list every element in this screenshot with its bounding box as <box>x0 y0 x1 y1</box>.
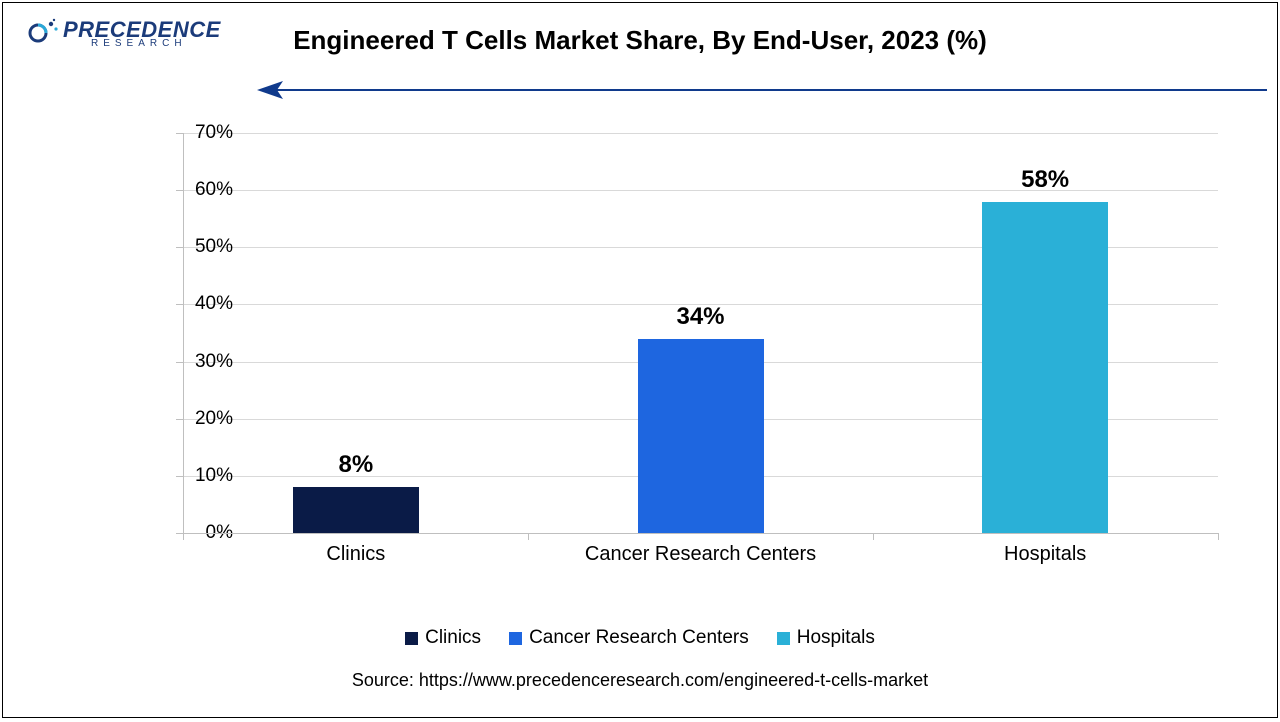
legend-swatch <box>509 632 522 645</box>
chart-frame: PRECEDENCE RESEARCH Engineered T Cells M… <box>2 2 1278 718</box>
bar-value-label: 58% <box>945 166 1145 194</box>
chart-area: 0%10%20%30%40%50%60%70%8%Clinics34%Cance… <box>123 133 1223 553</box>
y-tick-label: 40% <box>177 293 233 315</box>
y-axis-line <box>183 133 184 533</box>
legend-swatch <box>405 632 418 645</box>
legend-label: Hospitals <box>797 627 875 649</box>
legend-item: Clinics <box>405 627 481 649</box>
decorative-arrow-line <box>271 89 1267 91</box>
bar-value-label: 8% <box>256 451 456 479</box>
source-text: Source: https://www.precedenceresearch.c… <box>3 670 1277 691</box>
x-category-label: Hospitals <box>1004 543 1086 566</box>
chart-title: Engineered T Cells Market Share, By End-… <box>3 25 1277 56</box>
y-tick-label: 20% <box>177 408 233 430</box>
legend: Clinics Cancer Research Centers Hospitals <box>3 627 1277 649</box>
y-tick-label: 60% <box>177 179 233 201</box>
y-tick-label: 30% <box>177 351 233 373</box>
x-category-label: Cancer Research Centers <box>585 543 816 566</box>
arrow-left-icon <box>257 79 289 106</box>
x-category-label: Clinics <box>326 543 385 566</box>
bar <box>982 202 1108 533</box>
legend-swatch <box>777 632 790 645</box>
grid-line <box>183 133 1218 134</box>
bar <box>638 339 764 533</box>
legend-label: Cancer Research Centers <box>529 627 749 649</box>
bar-value-label: 34% <box>601 303 801 331</box>
x-separator-tick <box>873 533 874 540</box>
x-separator-tick <box>183 533 184 540</box>
x-separator-tick <box>528 533 529 540</box>
x-axis-line <box>183 533 1218 534</box>
y-tick-label: 70% <box>177 122 233 144</box>
y-tick-label: 10% <box>177 465 233 487</box>
bar <box>293 487 419 533</box>
legend-item: Hospitals <box>777 627 875 649</box>
plot-region: 0%10%20%30%40%50%60%70%8%Clinics34%Cance… <box>183 133 1218 533</box>
x-separator-tick <box>1218 533 1219 540</box>
y-tick-label: 50% <box>177 236 233 258</box>
legend-item: Cancer Research Centers <box>509 627 749 649</box>
legend-label: Clinics <box>425 627 481 649</box>
